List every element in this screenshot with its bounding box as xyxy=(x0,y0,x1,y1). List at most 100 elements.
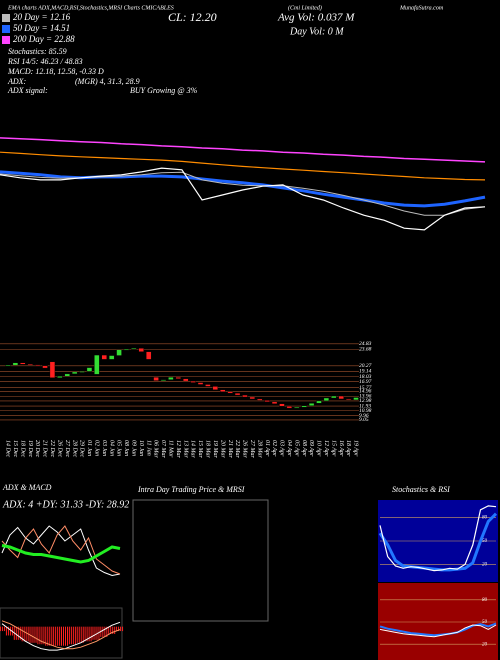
macd-bar xyxy=(68,626,70,645)
macd-bar xyxy=(51,626,53,646)
macd-bar xyxy=(61,626,62,646)
macd-bar xyxy=(55,626,57,646)
candle-body xyxy=(123,349,130,351)
candle-body xyxy=(175,377,181,379)
x-tick-label: 12 Apr xyxy=(323,440,329,457)
y-tick-label: 14.96 xyxy=(359,388,372,395)
series-line xyxy=(378,512,498,572)
macd-bar xyxy=(98,626,100,640)
macd-bar xyxy=(37,626,39,645)
macd-bar xyxy=(94,626,96,640)
avg-volume: Avg Vol: 0.037 M xyxy=(277,12,355,24)
x-tick-label: 20 Mar xyxy=(219,440,225,458)
macd-bar xyxy=(88,626,90,642)
macd-bar xyxy=(110,626,112,634)
y-tick-label: 9.96 xyxy=(359,413,369,419)
x-tick-label: 10 Apr xyxy=(316,440,322,457)
x-tick-label: 10 Jan xyxy=(138,440,144,456)
x-tick-label: 26 Dec xyxy=(56,440,62,457)
x-tick-label: 09 Jan xyxy=(130,440,136,456)
candle-body xyxy=(286,405,293,409)
legend-label: 200 Day = 22.88 xyxy=(13,34,75,44)
y-tick-label: 16.97 xyxy=(359,379,372,385)
macd-bar xyxy=(2,626,4,632)
candle-body xyxy=(160,379,167,381)
candle-body xyxy=(249,396,256,400)
macd-bar xyxy=(45,626,47,646)
candle-body xyxy=(79,371,85,373)
candle-body xyxy=(131,348,137,350)
series-line xyxy=(1,525,121,575)
macd-bar xyxy=(114,626,116,634)
candle-body xyxy=(116,349,122,356)
macd-bar xyxy=(72,626,74,645)
macd-bar xyxy=(84,626,86,642)
series-line xyxy=(1,525,121,577)
x-tick-label: 21 Dec xyxy=(42,440,48,457)
macd-bar xyxy=(43,626,45,645)
candle-body xyxy=(308,403,315,406)
series-line xyxy=(1,620,121,650)
macd-bar xyxy=(25,626,27,642)
x-tick-label: 15 Apr xyxy=(330,440,336,457)
panel-title: Stochastics & RSI xyxy=(392,485,450,494)
x-tick-label: 11 Jan xyxy=(145,440,151,456)
panel-subtitle: ADX: 4 +DY: 31.33 -DY: 28.92 xyxy=(2,499,129,510)
x-tick-label: 20 Dec xyxy=(34,440,40,457)
y-tick-label: 20 xyxy=(482,563,488,568)
macd-bar xyxy=(80,626,82,643)
x-tick-label: 19 Dec xyxy=(27,440,33,457)
panel-frame xyxy=(0,607,123,659)
candle-body xyxy=(49,361,56,378)
macd-bar xyxy=(112,626,114,634)
day-volume: Day Vol: 0 M xyxy=(289,26,344,37)
candle-body xyxy=(34,364,41,366)
candle-body xyxy=(20,362,26,365)
macd-bar xyxy=(35,626,37,643)
macd-bar xyxy=(4,626,6,632)
macd-bar xyxy=(17,626,19,640)
adx-signal-label: ADX signal: xyxy=(7,86,48,95)
candle-body xyxy=(190,380,196,383)
macd-bar xyxy=(23,626,25,642)
x-tick-label: 29 Dec xyxy=(79,440,85,457)
y-tick-label: 20.27 xyxy=(359,363,372,369)
candle-body xyxy=(323,397,330,402)
macd-bar xyxy=(76,626,78,643)
macd-bar xyxy=(9,626,11,636)
macd-bar xyxy=(33,626,35,643)
x-tick-label: 27 Dec xyxy=(64,440,70,457)
candle-body xyxy=(279,403,285,407)
candle-body xyxy=(264,400,270,403)
macd-bar xyxy=(15,626,17,640)
macd-bar xyxy=(78,626,80,643)
panel-background xyxy=(378,583,498,660)
macd-bar xyxy=(67,626,68,646)
x-tick-label: 02 Apr xyxy=(271,440,277,457)
company: (Cmi Limited) xyxy=(288,4,322,11)
x-tick-label: 18 Apr xyxy=(345,440,351,457)
candle-body xyxy=(27,364,33,366)
x-tick-label: 04 Jan xyxy=(108,440,115,456)
x-tick-label: 19 Mar xyxy=(212,440,218,458)
x-tick-label: 07 Mar xyxy=(160,440,166,458)
x-tick-label: 08 Jan xyxy=(123,440,129,456)
candle-body xyxy=(153,377,159,381)
close-price: CL: 12.20 xyxy=(168,10,217,24)
y-tick-label: 15.77 xyxy=(359,385,372,391)
candle-body xyxy=(183,378,189,382)
candle-body xyxy=(64,373,70,377)
x-tick-label: 19 Apr xyxy=(353,440,359,457)
candle-body xyxy=(257,398,263,401)
macd-bar xyxy=(59,626,61,646)
y-tick-label: 50 xyxy=(482,539,488,544)
x-tick-label: 14 Mar xyxy=(190,440,197,458)
series-line xyxy=(0,137,486,163)
macd-bar xyxy=(39,626,41,645)
macd-bar xyxy=(90,626,92,642)
macd-stat: MACD: 12.18, 12.58, -0.33 D xyxy=(7,67,104,76)
x-tick-label: 27 Mar xyxy=(249,440,255,458)
candle-body xyxy=(108,355,115,360)
macd-bar xyxy=(21,626,23,642)
rsi-stat: RSI 14/5: 46.23 / 48.83 xyxy=(7,57,83,66)
